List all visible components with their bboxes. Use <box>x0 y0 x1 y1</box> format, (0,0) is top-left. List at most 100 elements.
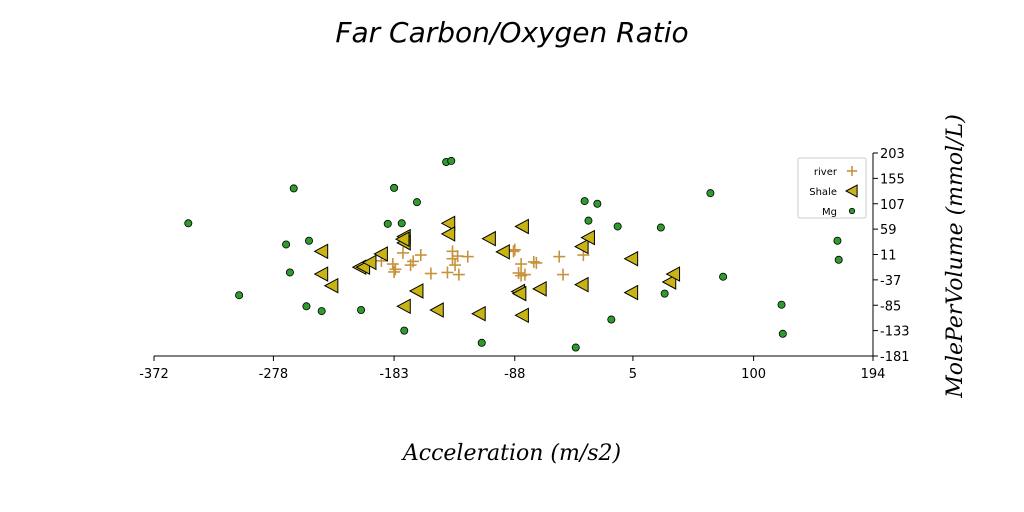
x-tick-label: 194 <box>861 367 886 382</box>
x-tick-label: -183 <box>379 367 409 382</box>
mg-point <box>571 343 580 352</box>
river-point <box>557 268 570 281</box>
shale-point <box>471 305 486 322</box>
x-tick-label: -372 <box>139 367 169 382</box>
x-axis: -372 -278 -183 -88 5 100 194 <box>139 355 886 382</box>
shale-point <box>623 250 639 267</box>
river-point <box>553 250 566 263</box>
y-tick-label: -181 <box>880 350 910 365</box>
shale-point <box>408 283 424 299</box>
shale-point <box>323 277 339 294</box>
shale-point <box>429 302 444 318</box>
mg-point <box>477 338 486 347</box>
y-tick-label: 155 <box>880 172 905 187</box>
plot-area <box>184 156 843 352</box>
mg-point <box>607 315 616 324</box>
river-point <box>389 263 402 276</box>
shale-point <box>495 244 510 260</box>
legend-label: Mg <box>822 207 837 218</box>
mg-point <box>719 272 728 281</box>
y-axis-label: MolePerVolume (mmol/L) <box>943 114 968 399</box>
shale-point <box>361 254 377 271</box>
mg-point <box>235 291 244 300</box>
shale-point <box>514 218 529 235</box>
mg-point <box>778 329 787 338</box>
mg-point <box>584 216 593 225</box>
y-tick-label: -133 <box>880 325 910 340</box>
shale-point <box>574 276 589 293</box>
river-point <box>452 268 465 281</box>
y-tick-label: 107 <box>880 198 905 213</box>
river-point <box>386 258 399 271</box>
series-shale <box>313 215 681 324</box>
y-tick-label: -37 <box>880 274 901 289</box>
mg-point <box>412 198 421 207</box>
mg-point <box>302 302 311 311</box>
mg-point <box>777 300 786 309</box>
river-point <box>388 265 401 278</box>
mg-point <box>706 189 715 198</box>
river-point <box>407 255 420 268</box>
mg-point <box>184 219 193 228</box>
mg-point <box>289 184 298 193</box>
mg-point <box>390 183 399 192</box>
mg-point <box>580 197 589 206</box>
mg-point <box>317 307 326 316</box>
x-tick-label: 100 <box>741 367 766 382</box>
shale-point <box>665 266 681 282</box>
mg-point <box>656 223 665 232</box>
mg-point <box>383 219 392 228</box>
legend-marker <box>848 207 856 215</box>
river-point <box>527 255 540 268</box>
x-tick-label: -88 <box>504 367 525 382</box>
series-river <box>375 243 590 282</box>
shale-point <box>511 285 527 302</box>
mg-point <box>285 268 294 277</box>
y-axis: -181 -133 -85 -37 11 59 107 155 203 <box>872 147 910 365</box>
chart-title: Far Carbon/Oxygen Ratio <box>335 16 688 49</box>
mg-point <box>304 236 313 245</box>
mg-point <box>282 240 291 249</box>
river-point <box>461 250 474 263</box>
mg-point <box>397 219 406 228</box>
river-point <box>515 258 528 271</box>
shale-point <box>574 238 589 255</box>
mg-point <box>613 222 622 231</box>
river-point <box>449 259 462 272</box>
river-point <box>530 256 543 269</box>
x-tick-label: 5 <box>629 367 637 382</box>
y-tick-label: 59 <box>880 223 897 238</box>
mg-point <box>833 236 842 245</box>
shale-point <box>623 284 639 301</box>
river-point <box>508 243 521 256</box>
river-point <box>512 267 525 280</box>
river-point <box>441 266 454 279</box>
mg-point <box>400 326 409 335</box>
x-axis-label: Acceleration (m/s2) <box>401 441 621 466</box>
series-mg <box>184 156 843 352</box>
shale-point <box>532 281 547 297</box>
legend-label: Shale <box>809 187 837 198</box>
x-tick-label: -278 <box>259 367 289 382</box>
river-point <box>451 250 464 263</box>
shale-point <box>580 229 595 246</box>
shale-point <box>661 274 677 290</box>
legend-marker <box>846 165 858 177</box>
shale-point <box>373 246 388 262</box>
shale-point <box>313 266 329 282</box>
shale-point <box>313 243 329 260</box>
river-point <box>414 249 427 262</box>
y-tick-label: 11 <box>880 249 897 264</box>
mg-point <box>357 306 366 315</box>
legend-marker <box>844 184 858 198</box>
legend: river Shale Mg <box>797 157 867 219</box>
shale-point <box>481 230 496 247</box>
shale-point <box>440 226 456 242</box>
legend-label: river <box>814 167 838 178</box>
river-point <box>396 246 409 259</box>
shale-point <box>396 298 411 315</box>
legend-box <box>797 157 867 219</box>
mg-point <box>593 199 602 208</box>
mg-point <box>660 289 669 298</box>
